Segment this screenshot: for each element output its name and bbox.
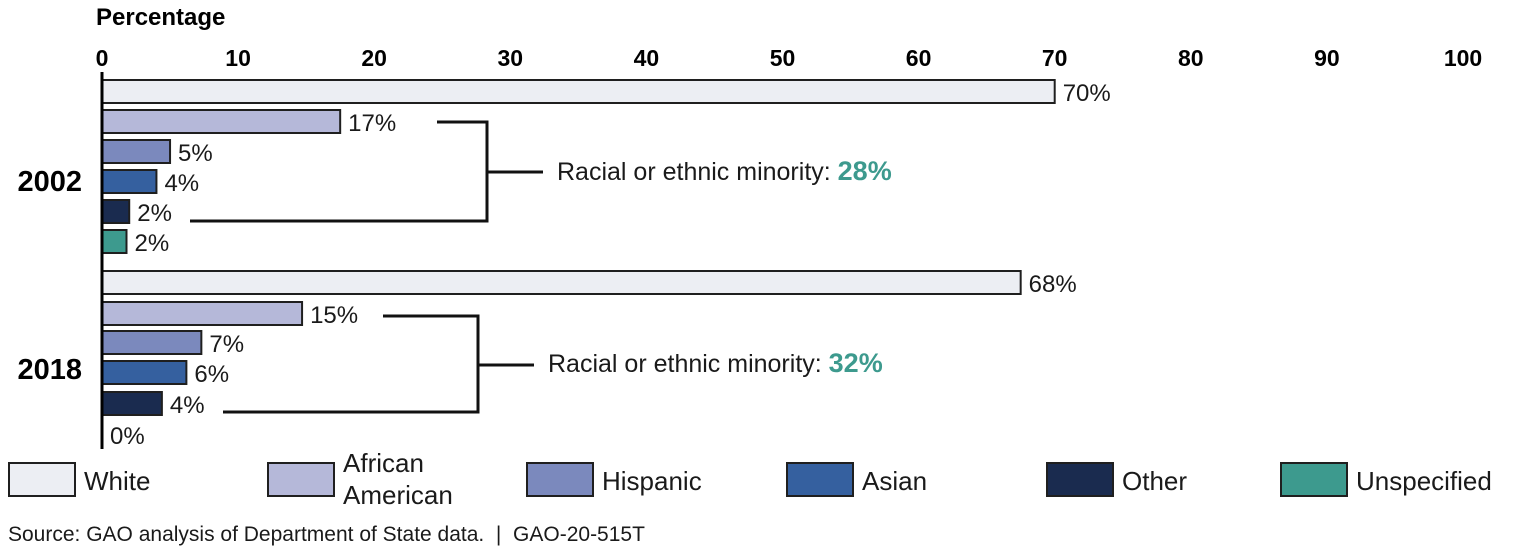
x-tick-label: 60 [906, 45, 932, 71]
bar-value-label: 4% [164, 170, 199, 197]
legend-label: American [343, 480, 453, 510]
bar-asian [101, 360, 188, 385]
x-tick-label: 0 [96, 45, 109, 71]
source-note: Source: GAO analysis of Department of St… [8, 523, 645, 546]
legend-swatch-african-american [267, 462, 335, 497]
bar-asian [101, 169, 158, 194]
legend-swatch-asian [786, 462, 854, 497]
x-tick-label: 10 [225, 45, 251, 71]
year-label-2018: 2018 [17, 354, 82, 386]
bar-other [101, 199, 131, 224]
bar-value-label: 7% [209, 331, 244, 358]
legend-label: African [343, 448, 424, 478]
bar-value-label: 68% [1029, 271, 1077, 298]
legend-label: White [84, 466, 150, 496]
x-tick-label: 40 [634, 45, 660, 71]
bar-hispanic [101, 330, 203, 355]
minority-callout: Racial or ethnic minority: 28% [557, 156, 892, 186]
minority-bracket [190, 120, 543, 223]
x-axis-ticks: 0 10 20 30 40 50 60 70 80 90 100 [96, 45, 1483, 71]
x-axis-title: Percentage [96, 4, 225, 31]
x-tick-label: 20 [361, 45, 387, 71]
bar-white [101, 270, 1022, 295]
bar-hispanic [101, 139, 172, 164]
bar-value-label: 4% [170, 392, 205, 419]
year-label-2002: 2002 [17, 166, 82, 198]
callout-label: Racial or ethnic minority: [557, 158, 838, 186]
bar-african-american [101, 109, 342, 134]
x-tick-label: 90 [1314, 45, 1340, 71]
bar-value-label: 2% [137, 200, 172, 227]
bar-unspecified [101, 229, 128, 254]
callouts: Racial or ethnic minority: 28%Racial or … [190, 120, 892, 414]
legend-swatch-white [8, 462, 76, 497]
bar-white [101, 79, 1056, 104]
bar-african-american [101, 301, 304, 326]
bar-value-label: 70% [1063, 80, 1111, 107]
legend-label: Other [1122, 466, 1187, 496]
x-tick-label: 30 [498, 45, 524, 71]
bar-value-label: 17% [348, 110, 396, 137]
legend-label: Hispanic [602, 466, 702, 496]
minority-callout: Racial or ethnic minority: 32% [548, 348, 883, 378]
year-labels: 2002 2018 [17, 166, 82, 386]
callout-value: 32% [829, 348, 883, 378]
legend-label: Unspecified [1356, 466, 1492, 496]
minority-bracket [223, 314, 534, 414]
legend-swatch-hispanic [526, 462, 594, 497]
bar-value-label: 6% [194, 361, 229, 388]
bar-value-label: 15% [310, 302, 358, 329]
bar-value-label: 2% [134, 230, 169, 257]
legend-label: Asian [862, 466, 927, 496]
callout-label: Racial or ethnic minority: [548, 350, 829, 378]
legend-swatch-other [1046, 462, 1114, 497]
x-tick-label: 100 [1444, 45, 1482, 71]
x-tick-label: 50 [770, 45, 796, 71]
x-tick-label: 70 [1042, 45, 1068, 71]
bars: 70% 17% 5% 4% 2% 2% 68% 15% 7% 6% 4% 0% [101, 79, 1111, 450]
x-tick-label: 80 [1178, 45, 1204, 71]
bar-other [101, 391, 163, 416]
bar-value-label: 0% [110, 423, 145, 450]
bar-value-label: 5% [178, 140, 213, 167]
callout-value: 28% [838, 156, 892, 186]
legend-swatch-unspecified [1280, 462, 1348, 497]
